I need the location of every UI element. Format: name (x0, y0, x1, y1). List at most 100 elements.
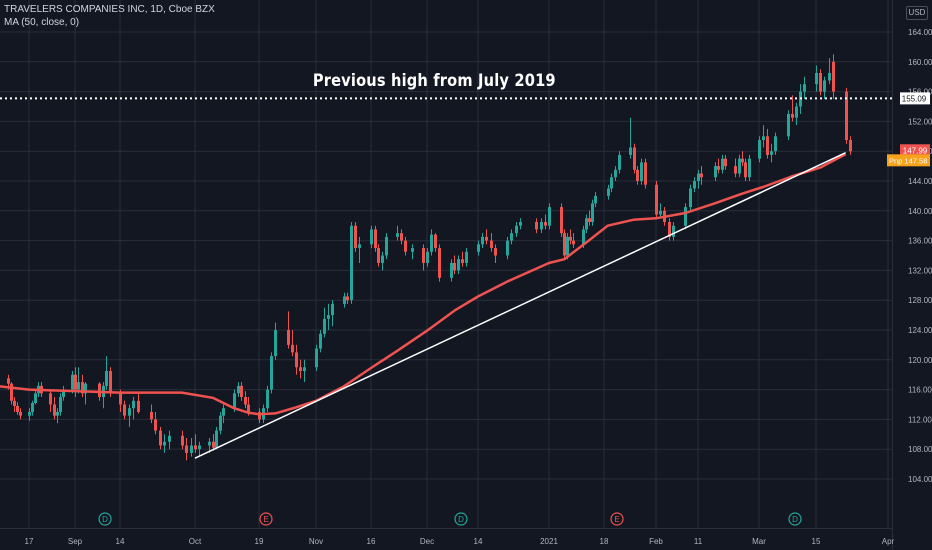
candle (644, 158, 647, 189)
event-circle (788, 512, 802, 526)
candle (510, 229, 513, 245)
candle-body (350, 225, 353, 301)
candle-body (672, 225, 675, 237)
candle (212, 434, 215, 451)
trendline-layer (194, 152, 846, 459)
candle (16, 402, 19, 415)
candle-body (668, 221, 671, 237)
candle-body (618, 154, 621, 170)
candle-body (607, 188, 610, 196)
price-axis: 164.00160.00156.00152.00148.00144.00140.… (887, 0, 932, 550)
candle (457, 255, 460, 275)
candle (515, 221, 518, 237)
event-circle (610, 512, 624, 526)
candle (700, 166, 703, 185)
candle (519, 218, 522, 230)
candle (346, 292, 349, 304)
y-tick-label: 116.00 (908, 386, 932, 395)
candle-body (655, 184, 658, 215)
candle (381, 251, 384, 271)
candle (655, 181, 658, 219)
candle (258, 408, 261, 424)
candle-body (222, 408, 225, 416)
candle (154, 411, 157, 435)
level-badge (900, 92, 930, 105)
candle (400, 229, 403, 245)
x-tick-label: 15 (812, 537, 821, 546)
candle-body (724, 158, 727, 167)
candle (208, 438, 211, 453)
dividend-marker[interactable]: D (788, 512, 802, 526)
candle-body (849, 140, 852, 152)
candle (744, 158, 747, 181)
indicator-header[interactable]: MA (50, close, 0) (4, 17, 83, 28)
candle-body (84, 383, 87, 394)
candle-body (377, 248, 380, 263)
candle (350, 221, 353, 304)
candle-body (59, 397, 62, 412)
candle-body (19, 411, 22, 416)
candle-body (181, 435, 184, 446)
candle (385, 233, 388, 260)
currency-button[interactable]: USD (906, 6, 928, 20)
candle-body (28, 411, 31, 416)
candle (266, 385, 269, 412)
candle (10, 382, 13, 405)
event-letter: D (102, 515, 108, 524)
candle-body (426, 251, 429, 263)
dividend-marker[interactable]: D (98, 512, 112, 526)
candle (618, 151, 621, 174)
candle-body (766, 136, 769, 155)
candle-body (374, 229, 377, 249)
candle (560, 203, 563, 237)
candle-body (633, 147, 636, 170)
candle-body (684, 207, 687, 226)
candle-body (465, 251, 468, 263)
candle (354, 221, 357, 252)
candle (219, 411, 222, 435)
candle (610, 173, 613, 193)
candle-body (430, 234, 433, 252)
dividend-marker[interactable]: D (454, 512, 468, 526)
candle-body (132, 400, 135, 409)
candle (490, 233, 493, 252)
candle-body (266, 389, 269, 409)
candle (453, 255, 456, 275)
candle (849, 136, 852, 155)
candle-body (815, 72, 818, 85)
candle-body (721, 158, 724, 170)
event-circle (259, 512, 273, 526)
candle (137, 393, 140, 414)
candle-body (237, 385, 240, 394)
candle-body (396, 233, 399, 237)
y-tick-label: 112.00 (908, 415, 932, 424)
earnings-marker[interactable]: E (259, 512, 273, 526)
candle-body (10, 383, 13, 401)
x-tick-label: Sep (68, 537, 83, 546)
candle-body (81, 382, 84, 394)
event-letter: D (458, 515, 464, 524)
x-tick-label: 18 (600, 537, 609, 546)
time-axis: 17 Sep 14 Oct 19 Nov 16 Dec 14 2021 18 Feb 11 Mar 15 Ap… (0, 528, 895, 546)
candle (74, 367, 77, 398)
candle (430, 229, 433, 256)
candle (198, 441, 201, 457)
candle (411, 244, 414, 260)
candle-body (697, 173, 700, 181)
candle (465, 248, 468, 267)
candle (343, 292, 346, 308)
event-circle (98, 512, 112, 526)
candle (327, 303, 330, 330)
candle-body (346, 296, 349, 301)
candle (396, 225, 399, 241)
earnings-marker[interactable]: E (610, 512, 624, 526)
x-tick-label: 16 (367, 537, 376, 546)
candle-body (123, 404, 126, 416)
candle-body (828, 72, 831, 81)
candle (190, 438, 193, 457)
candle (629, 117, 632, 159)
x-tick-label: Dec (420, 537, 434, 546)
x-tick-label: 17 (25, 537, 34, 546)
candle-body (295, 352, 298, 368)
